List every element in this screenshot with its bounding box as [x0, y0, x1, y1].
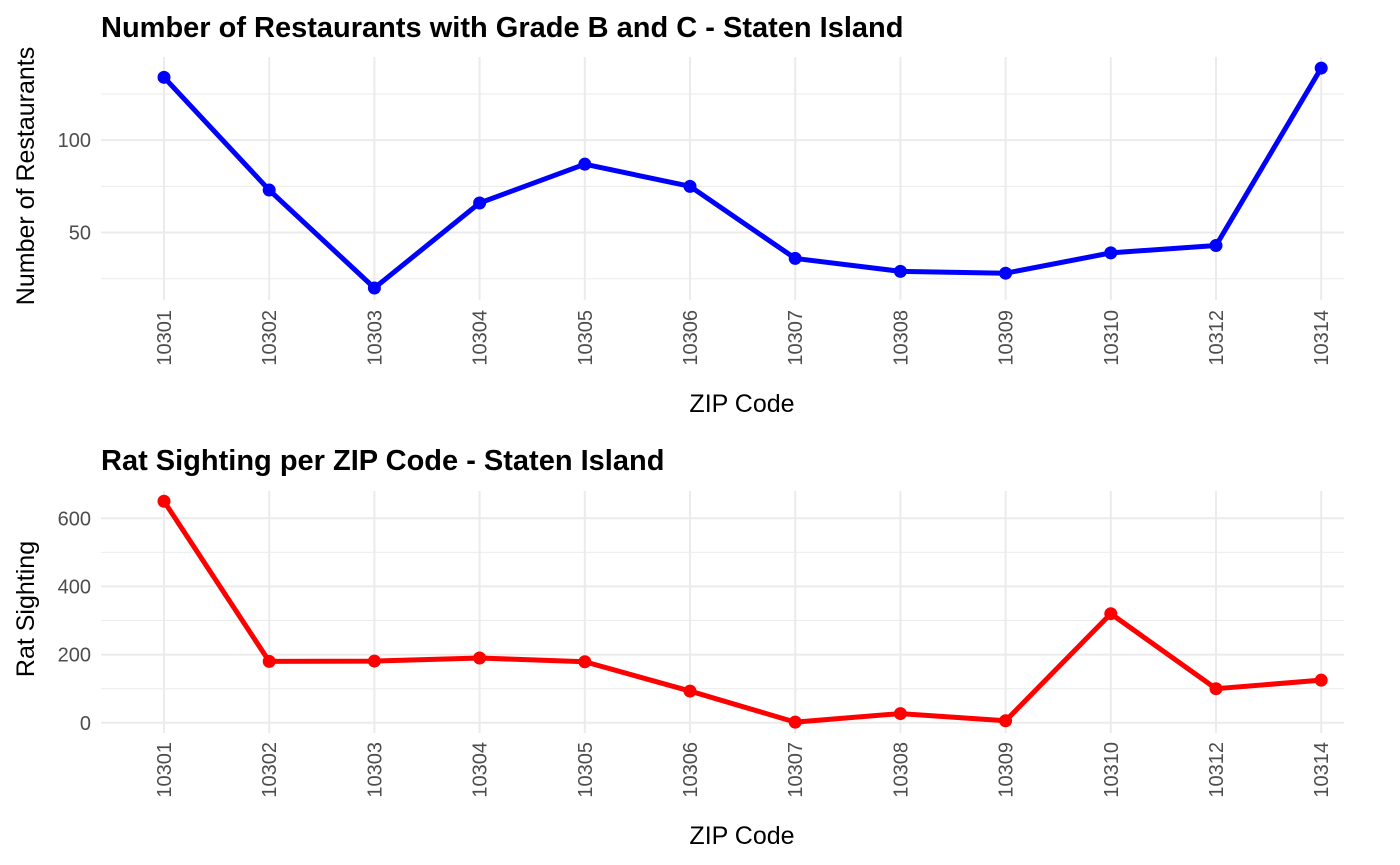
- x-tick-label: 10312: [1206, 742, 1228, 798]
- y-tick-label: 400: [58, 576, 91, 598]
- y-tick-label: 50: [69, 223, 91, 245]
- data-point: [1104, 607, 1118, 621]
- data-point: [683, 179, 697, 193]
- x-tick-label: 10312: [1206, 310, 1228, 366]
- y-tick-label: 600: [58, 508, 91, 530]
- grid: [101, 57, 1344, 300]
- x-tick-label: 10306: [680, 742, 702, 798]
- x-tick-label: 10307: [785, 742, 807, 798]
- x-tick-label: 10314: [1311, 310, 1333, 366]
- x-axis-title: ZIP Code: [689, 390, 794, 418]
- grid: [101, 491, 1344, 733]
- data-point: [1104, 246, 1118, 260]
- data-point: [893, 264, 907, 278]
- x-tick-label: 10301: [154, 742, 176, 798]
- x-tick-label: 10305: [575, 742, 597, 798]
- x-tick-label: 10305: [575, 310, 597, 366]
- series-points: [157, 494, 1328, 729]
- data-point: [683, 684, 697, 698]
- y-axis-title: Number of Restaurants: [12, 47, 40, 305]
- x-tick-label: 10303: [364, 742, 386, 798]
- series-points: [157, 61, 1328, 295]
- data-point: [788, 251, 802, 265]
- chart-title: Rat Sighting per ZIP Code - Staten Islan…: [101, 445, 664, 477]
- data-point: [262, 654, 276, 668]
- y-tick-label: 200: [58, 645, 91, 667]
- data-point: [578, 157, 592, 171]
- x-tick-label: 10307: [785, 310, 807, 366]
- data-point: [893, 707, 907, 721]
- data-point: [157, 494, 171, 508]
- series-line: [161, 65, 1324, 291]
- panel-rat-sightings: Rat Sighting per ZIP Code - Staten Islan…: [12, 445, 1344, 850]
- x-tick-label: 10310: [1101, 310, 1123, 366]
- data-point: [367, 654, 381, 668]
- x-tick-label: 10304: [470, 742, 492, 798]
- x-tick-label: 10302: [259, 742, 281, 798]
- y-axis-title: Rat Sighting: [12, 541, 40, 677]
- x-tick-label: 10306: [680, 310, 702, 366]
- x-tick-labels: 10301 10302 10303 10304 10305 10306 10307 10308…: [154, 310, 1333, 366]
- x-tick-label: 10314: [1311, 742, 1333, 798]
- series-polyline: [161, 498, 1324, 725]
- series-polyline: [161, 65, 1324, 291]
- x-tick-label: 10303: [364, 310, 386, 366]
- x-tick-label: 10310: [1101, 742, 1123, 798]
- data-point: [1314, 673, 1328, 687]
- y-tick-label: 100: [58, 130, 91, 152]
- data-point: [788, 715, 802, 729]
- y-tick-labels: 50 100: [58, 130, 91, 244]
- panel-restaurants: Number of Restaurants with Grade B and C…: [12, 12, 1344, 418]
- y-tick-labels: 0 200 400 600: [58, 508, 91, 735]
- x-tick-label: 10304: [470, 310, 492, 366]
- data-point: [1314, 61, 1328, 75]
- chart-title: Number of Restaurants with Grade B and C…: [101, 12, 903, 44]
- data-point: [473, 651, 487, 665]
- data-point: [1209, 238, 1223, 252]
- x-tick-labels: 10301 10302 10303 10304 10305 10306 10307 10308…: [154, 742, 1333, 798]
- data-point: [1209, 682, 1223, 696]
- y-tick-label: 0: [80, 713, 91, 735]
- data-point: [999, 714, 1013, 728]
- x-tick-label: 10301: [154, 310, 176, 366]
- data-point: [473, 196, 487, 210]
- data-point: [367, 281, 381, 295]
- data-point: [999, 266, 1013, 280]
- data-point: [578, 655, 592, 669]
- x-tick-label: 10302: [259, 310, 281, 366]
- x-tick-label: 10308: [890, 742, 912, 798]
- series-line: [161, 498, 1324, 725]
- data-point: [262, 183, 276, 197]
- data-point: [157, 70, 171, 84]
- x-tick-label: 10309: [996, 742, 1018, 798]
- x-axis-title: ZIP Code: [689, 822, 794, 850]
- x-tick-label: 10309: [996, 310, 1018, 366]
- x-tick-label: 10308: [890, 310, 912, 366]
